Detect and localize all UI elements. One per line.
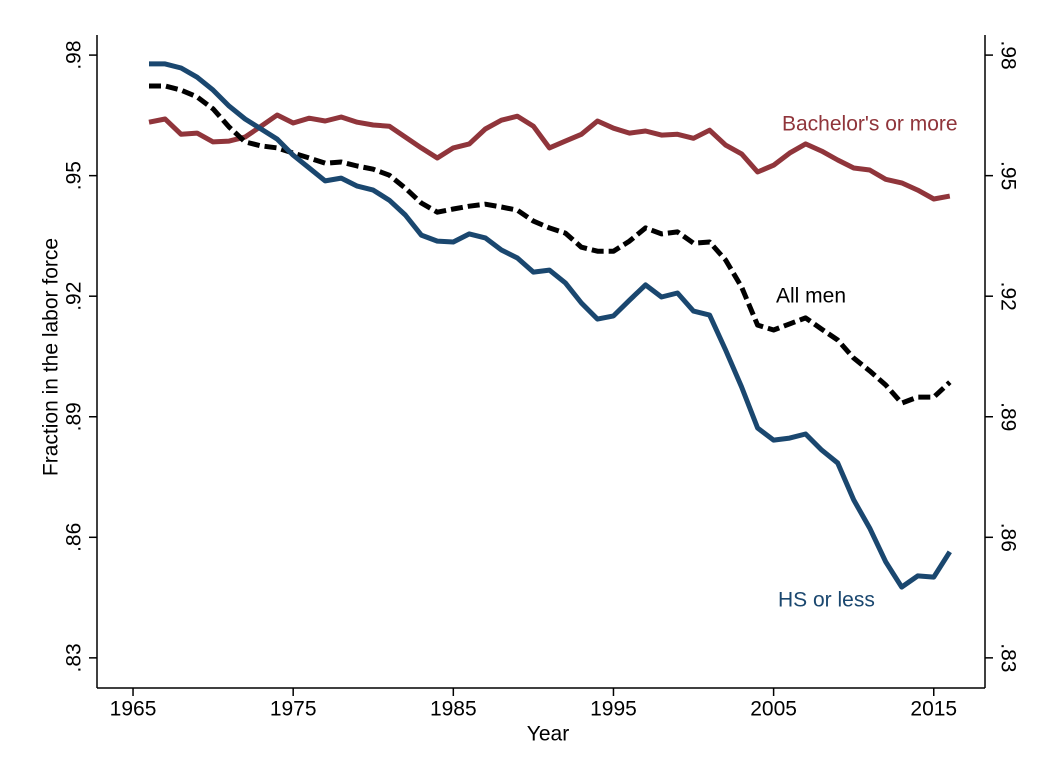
- y2-tick-label: .86: [996, 523, 1019, 552]
- series-label: Bachelor's or more: [782, 113, 958, 136]
- y2-tick-label: .95: [996, 161, 1019, 190]
- series-label: All men: [776, 285, 846, 308]
- series-label: HS or less: [778, 589, 875, 612]
- series-line: [148, 112, 951, 202]
- y-tick-label: .95: [63, 161, 86, 190]
- series-line: [149, 83, 952, 406]
- x-tick-label: 1995: [590, 698, 637, 721]
- y-tick-label: .92: [63, 282, 86, 311]
- y-tick-label: .98: [63, 40, 86, 69]
- y2-tick-label: .92: [996, 282, 1019, 311]
- y-tick-label: .86: [63, 523, 86, 552]
- y2-tick-label: .89: [996, 402, 1019, 431]
- x-tick-label: 2005: [750, 698, 797, 721]
- y-axis-label: Fraction in the labor force: [40, 238, 63, 476]
- x-tick-label: 1965: [110, 698, 157, 721]
- y2-tick-label: .98: [996, 40, 1019, 69]
- x-tick-label: 2015: [910, 698, 957, 721]
- y-tick-label: .83: [63, 643, 86, 672]
- series-line: [149, 61, 952, 590]
- x-tick-label: 1975: [270, 698, 317, 721]
- x-axis-label: Year: [527, 723, 569, 746]
- y2-tick-label: .83: [996, 643, 1019, 672]
- y-tick-label: .89: [63, 402, 86, 431]
- x-tick-label: 1985: [430, 698, 477, 721]
